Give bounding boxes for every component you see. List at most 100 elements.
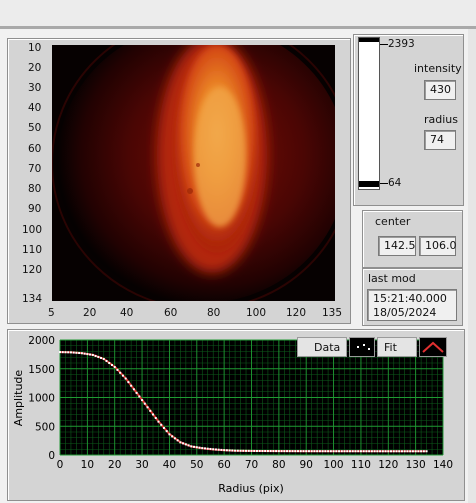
data-point — [193, 445, 196, 448]
data-point — [390, 450, 393, 453]
data-point — [264, 450, 267, 453]
image-y-tick: 110 — [22, 244, 43, 256]
legend-fit-label: Fit — [384, 341, 397, 354]
x-tick-label: 0 — [57, 459, 64, 471]
x-tick-label: 70 — [245, 459, 258, 471]
window-top-border — [0, 26, 476, 29]
data-point — [121, 374, 124, 377]
data-point — [299, 450, 302, 453]
data-point — [258, 449, 261, 452]
image-y-tick: 80 — [28, 183, 42, 195]
y-tick-label: 1500 — [28, 364, 55, 376]
data-point — [195, 446, 198, 449]
data-point — [165, 430, 168, 433]
x-tick-label: 100 — [324, 459, 344, 471]
fit-chart: 0 10 20 30 40 50 60 70 80 90 100 110 120 130 140 0 500 10… — [12, 335, 453, 495]
x-tick-label: 120 — [378, 459, 398, 471]
data-point — [392, 450, 395, 453]
colorbar-max-marker[interactable] — [359, 38, 379, 42]
data-point — [340, 450, 343, 453]
chart-legend[interactable]: Data Fit — [297, 337, 447, 357]
data-point — [357, 450, 360, 453]
image-y-tick: 60 — [28, 143, 42, 155]
data-point — [253, 449, 256, 452]
data-point — [217, 448, 220, 451]
lastmod-date: 18/05/2024 — [373, 306, 437, 319]
data-point — [310, 450, 313, 453]
data-point — [370, 450, 373, 453]
data-point — [113, 366, 116, 369]
data-point — [171, 435, 174, 438]
data-point — [143, 402, 146, 405]
colorbar — [358, 37, 380, 190]
legend-fit-swatch — [419, 337, 447, 357]
radius-indicator: 74 — [424, 130, 456, 150]
data-point — [398, 450, 401, 453]
intensity-label: intensity — [414, 62, 462, 75]
data-point — [168, 433, 171, 436]
data-point — [89, 353, 92, 356]
data-point — [149, 409, 152, 412]
x-tick-label: 140 — [433, 459, 453, 471]
image-y-tick: 120 — [22, 264, 43, 276]
y-tick-label: 1000 — [28, 393, 55, 405]
data-point — [59, 351, 61, 354]
data-point — [97, 355, 100, 358]
x-tick-label: 30 — [135, 459, 148, 471]
data-point — [332, 450, 335, 453]
data-point — [362, 450, 365, 453]
data-point — [288, 450, 291, 453]
data-point — [173, 437, 176, 440]
data-point — [261, 450, 264, 453]
data-point — [201, 447, 204, 450]
window-right-edge — [468, 29, 476, 503]
data-point — [206, 447, 209, 450]
data-point — [127, 381, 130, 384]
x-tick-label: 10 — [81, 459, 94, 471]
data-point — [302, 450, 305, 453]
data-point — [110, 364, 113, 367]
data-point — [414, 450, 417, 453]
x-tick-label: 50 — [190, 459, 203, 471]
data-point — [266, 450, 269, 453]
data-point — [400, 450, 403, 453]
y-axis-label: Amplitude — [12, 370, 25, 427]
x-axis-label: Radius (pix) — [218, 482, 284, 495]
image-y-tick: 30 — [28, 82, 42, 94]
center-label: center — [375, 215, 411, 228]
x-tick-label: 80 — [272, 459, 285, 471]
center-x-indicator: 142.5 — [378, 236, 416, 256]
data-point — [61, 351, 64, 354]
data-point — [384, 450, 387, 453]
data-point — [86, 353, 89, 356]
data-point — [64, 351, 67, 354]
data-point — [239, 449, 242, 452]
data-point — [212, 448, 215, 451]
data-point — [75, 351, 78, 354]
data-point — [387, 450, 390, 453]
data-point — [411, 450, 414, 453]
data-point — [152, 413, 155, 416]
data-point — [417, 450, 420, 453]
y-tick-label: 0 — [48, 450, 55, 462]
data-point — [335, 450, 338, 453]
data-point — [346, 450, 349, 453]
image-x-tick: 5 — [48, 307, 55, 319]
data-point — [291, 450, 294, 453]
data-point — [176, 439, 179, 442]
legend-entry-data[interactable]: Data — [297, 337, 347, 357]
radius-label: radius — [424, 113, 459, 126]
data-point — [231, 449, 234, 452]
data-point — [102, 357, 105, 360]
data-point — [198, 446, 201, 449]
data-point — [135, 391, 138, 394]
data-point — [359, 450, 362, 453]
data-point — [286, 450, 289, 453]
data-point — [100, 356, 103, 359]
legend-entry-fit[interactable]: Fit — [377, 337, 417, 357]
data-point — [138, 395, 141, 398]
colorbar-min-marker[interactable] — [359, 181, 379, 187]
x-tick-label: 90 — [300, 459, 313, 471]
data-point — [141, 399, 144, 402]
data-point — [275, 450, 278, 453]
